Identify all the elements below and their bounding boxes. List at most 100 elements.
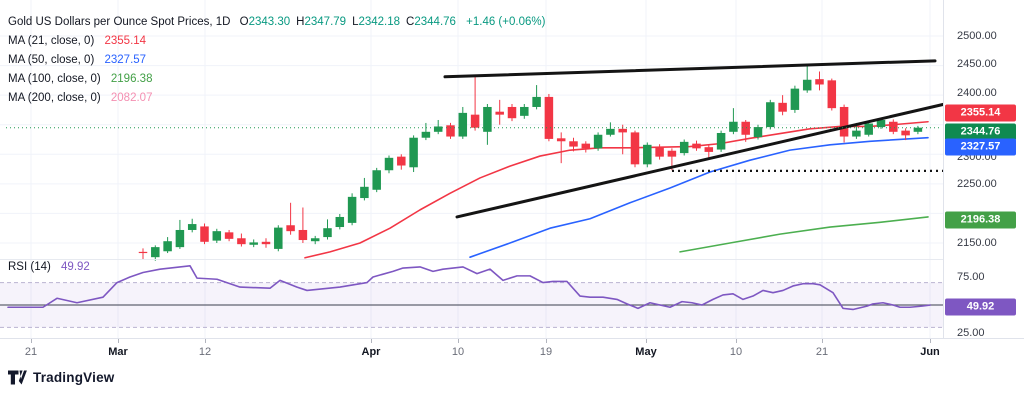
candle-body[interactable] [187, 224, 197, 230]
candle-body[interactable] [433, 126, 443, 132]
candle-body[interactable] [778, 102, 787, 112]
candle-body[interactable] [507, 106, 517, 119]
candle-body[interactable] [790, 88, 800, 110]
time-axis-label: 19 [539, 346, 553, 358]
pane-separator[interactable] [0, 259, 943, 260]
candle-body[interactable] [175, 229, 185, 248]
time-axis-label: 21 [815, 346, 829, 358]
candle-body[interactable] [274, 227, 283, 249]
candle-body[interactable] [446, 125, 455, 137]
candle-body[interactable] [569, 141, 578, 147]
candle-body[interactable] [200, 226, 209, 242]
candle-body[interactable] [606, 128, 615, 135]
candle-body[interactable] [163, 241, 172, 252]
candle-body[interactable] [593, 134, 603, 149]
candle-body[interactable] [224, 232, 234, 239]
candle-body[interactable] [397, 156, 406, 166]
candle-body[interactable] [495, 111, 504, 115]
candle-body[interactable] [544, 96, 554, 139]
candle-body[interactable] [323, 228, 332, 238]
candle-body[interactable] [630, 132, 640, 165]
candle-body[interactable] [310, 238, 320, 242]
ma100-legend-row[interactable]: MA (100, close, 0) 2196.38 [8, 70, 545, 89]
candle-body[interactable] [704, 147, 714, 152]
candle-body[interactable] [643, 144, 652, 165]
candle-body[interactable] [237, 238, 246, 245]
candle-body[interactable] [421, 131, 431, 138]
candle-body[interactable] [483, 106, 492, 132]
ma21-legend-row[interactable]: MA (21, close, 0) 2355.14 [8, 32, 545, 51]
time-axis-tick [371, 339, 372, 343]
candle-body[interactable] [138, 251, 148, 254]
candle-body[interactable] [815, 79, 824, 85]
trendline-lower[interactable] [455, 102, 947, 219]
ma50-legend-row[interactable]: MA (50, close, 0) 2327.57 [8, 51, 545, 70]
candle-body[interactable] [372, 170, 381, 190]
candle-body[interactable] [889, 121, 898, 132]
time-axis-label: 12 [198, 346, 212, 358]
candle-body[interactable] [852, 130, 861, 137]
ohlc-value: 2343.30 [248, 16, 291, 28]
candle-body[interactable] [679, 141, 689, 154]
ma50-label: MA (50, close, 0) [8, 54, 95, 66]
price-badge: 49.92 [945, 298, 1016, 316]
candle-body[interactable] [901, 130, 910, 136]
candle-body[interactable] [261, 241, 271, 245]
ma21-line[interactable] [304, 120, 929, 259]
candle-body[interactable] [827, 80, 837, 109]
candle-body[interactable] [520, 106, 529, 116]
candle-body[interactable] [458, 112, 468, 137]
trendline-upper[interactable] [443, 59, 937, 79]
candle-body[interactable] [864, 123, 873, 135]
tradingview-watermark[interactable]: TradingView [8, 370, 114, 385]
candle-body[interactable] [360, 186, 369, 199]
candle-body[interactable] [286, 225, 295, 232]
ohlc-value: 2347.79 [304, 16, 347, 28]
ma100-line[interactable] [679, 216, 929, 253]
candle-body[interactable] [347, 196, 357, 223]
candle-body[interactable] [298, 229, 308, 241]
time-axis[interactable]: 21 Mar 12 Apr 10 19 May 10 21 Jun [0, 338, 1024, 367]
candle-body[interactable] [249, 242, 258, 245]
candle-body[interactable] [470, 114, 480, 128]
symbol-title-row[interactable]: Gold US Dollars per Ounce Spot Prices, 1… [8, 13, 545, 32]
time-axis-tick [736, 339, 737, 343]
candle-body[interactable] [802, 79, 812, 91]
tradingview-logo-icon [8, 370, 27, 385]
candle-body[interactable] [409, 137, 418, 168]
candle-body[interactable] [212, 231, 222, 241]
ohlc-values: O2343.30 H2347.79 L2342.18 C2344.76 [234, 16, 456, 28]
candle-body[interactable] [692, 143, 701, 149]
rsi-legend-row[interactable]: RSI (14) 49.92 [8, 261, 90, 273]
time-axis-label: Apr [361, 346, 381, 358]
rsi-axis-label: 25.00 [957, 327, 985, 339]
candle-body[interactable] [618, 128, 627, 133]
candle-body[interactable] [384, 157, 394, 171]
candle-body[interactable] [556, 138, 566, 142]
ma50-line[interactable] [469, 136, 929, 258]
candle-body[interactable] [532, 96, 541, 107]
candle-body[interactable] [716, 132, 726, 150]
candle-body[interactable] [876, 119, 886, 128]
candle-body[interactable] [753, 127, 763, 138]
symbol-title: Gold US Dollars per Ounce Spot Prices, 1… [8, 16, 231, 28]
candle-body[interactable] [839, 106, 849, 137]
time-axis-label: Mar [108, 346, 128, 358]
time-axis-label: May [635, 346, 657, 358]
candle-body[interactable] [729, 121, 738, 132]
candle-body[interactable] [151, 247, 160, 258]
candle-body[interactable] [655, 147, 664, 157]
candle-body[interactable] [766, 102, 775, 128]
candle-body[interactable] [581, 143, 591, 149]
candle-body[interactable] [913, 127, 923, 132]
rsi-line[interactable] [7, 264, 931, 311]
price-axis[interactable]: 2500.00 2450.00 2400.00 2300.00 2250.00 2150.… [943, 0, 1024, 339]
legend: Gold US Dollars per Ounce Spot Prices, 1… [8, 13, 545, 108]
candle-body[interactable] [667, 150, 677, 157]
ma200-legend-row[interactable]: MA (200, close, 0) 2082.07 [8, 89, 545, 108]
ma200-label: MA (200, close, 0) [8, 92, 101, 104]
price-badge: 2327.57 [945, 138, 1016, 156]
candle-body[interactable] [335, 216, 345, 228]
candle-body[interactable] [741, 121, 750, 135]
